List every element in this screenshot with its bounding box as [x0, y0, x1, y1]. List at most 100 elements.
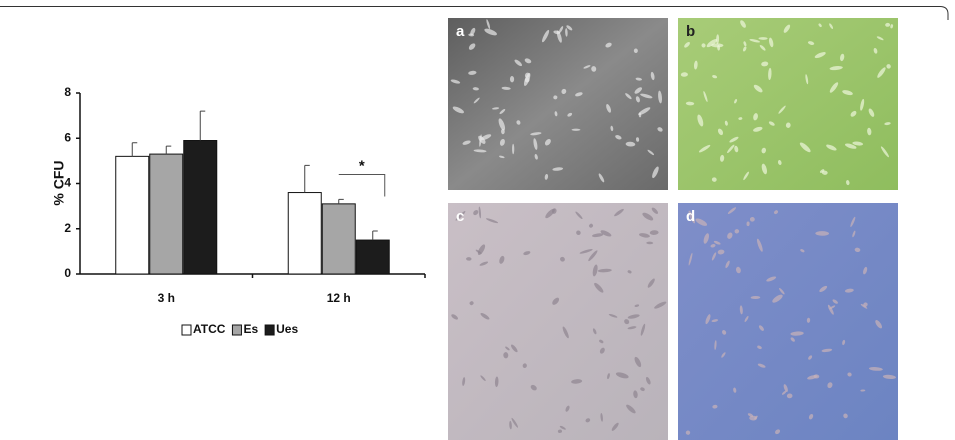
cell	[552, 167, 564, 171]
cell	[829, 305, 836, 310]
cell	[826, 144, 837, 151]
y-tick-label: 2	[64, 221, 71, 235]
cell	[649, 230, 659, 235]
cell	[844, 143, 857, 149]
cell	[499, 138, 505, 146]
cell	[772, 294, 783, 303]
cell	[876, 36, 884, 41]
cell	[717, 249, 725, 255]
bar	[355, 239, 390, 275]
cell	[480, 375, 486, 381]
cell	[647, 149, 655, 156]
cell	[450, 79, 461, 84]
cell	[711, 177, 717, 182]
cell	[647, 278, 655, 288]
cell	[624, 319, 630, 325]
cell	[783, 24, 791, 33]
bar	[287, 192, 322, 275]
cell	[740, 20, 746, 28]
cell	[711, 319, 719, 323]
cell	[753, 126, 763, 132]
cell	[799, 142, 811, 153]
cell	[720, 154, 725, 162]
cell	[761, 61, 769, 67]
cell	[530, 132, 542, 136]
cell	[703, 91, 708, 103]
cell	[462, 377, 466, 386]
cell	[625, 141, 636, 147]
error-bar	[372, 230, 378, 241]
micrograph	[448, 203, 668, 440]
panel-label: a	[456, 23, 465, 40]
cell	[514, 59, 523, 67]
cell	[626, 404, 636, 414]
cell	[757, 363, 766, 368]
cell	[638, 112, 642, 118]
cell	[658, 90, 663, 104]
cell	[779, 287, 785, 295]
cell	[634, 356, 642, 368]
cell	[575, 211, 583, 220]
cell	[807, 375, 818, 380]
cell	[561, 88, 567, 94]
cell	[733, 387, 737, 393]
cell	[468, 70, 477, 75]
legend-label: Ues	[276, 322, 298, 336]
cell	[735, 266, 741, 274]
cell	[744, 315, 749, 322]
cell	[688, 252, 693, 266]
cell	[808, 413, 814, 420]
cell	[598, 173, 605, 183]
cell	[485, 218, 499, 224]
cell	[575, 92, 583, 97]
cell	[544, 173, 549, 180]
cell	[635, 137, 640, 142]
cell	[472, 87, 479, 91]
cells	[450, 19, 896, 435]
cell	[890, 24, 894, 29]
cell	[742, 46, 747, 52]
legend-swatch	[264, 324, 275, 336]
cell	[734, 99, 738, 104]
cell	[605, 42, 612, 48]
cell	[753, 113, 758, 121]
cell	[698, 144, 711, 153]
error-bar	[304, 164, 310, 193]
cell	[468, 43, 476, 50]
cell	[557, 429, 563, 433]
cell	[608, 313, 618, 318]
significance-bracket	[338, 173, 386, 197]
cell	[498, 118, 506, 131]
bar	[149, 153, 184, 275]
cell	[646, 241, 654, 245]
cell	[542, 29, 550, 43]
cell	[852, 141, 864, 146]
cell	[734, 229, 740, 234]
cell	[592, 264, 598, 277]
cell	[627, 270, 632, 274]
cell	[650, 71, 655, 81]
cell	[815, 231, 830, 236]
bar	[321, 203, 356, 275]
cell	[565, 28, 568, 37]
cell	[712, 75, 718, 79]
cell	[600, 230, 612, 237]
cell	[884, 122, 891, 126]
cell	[499, 108, 506, 115]
cell	[534, 154, 538, 160]
cell	[821, 170, 828, 175]
cell	[800, 249, 805, 253]
cell	[594, 282, 604, 293]
cell	[877, 67, 886, 78]
cell	[592, 328, 597, 335]
cell	[725, 260, 730, 269]
y-tick-label: 4	[64, 176, 71, 190]
cell	[611, 422, 619, 431]
cell	[565, 405, 570, 412]
cell	[635, 96, 640, 103]
cell	[625, 93, 632, 100]
cell	[470, 27, 476, 36]
cell	[530, 384, 537, 391]
cell	[469, 301, 474, 306]
